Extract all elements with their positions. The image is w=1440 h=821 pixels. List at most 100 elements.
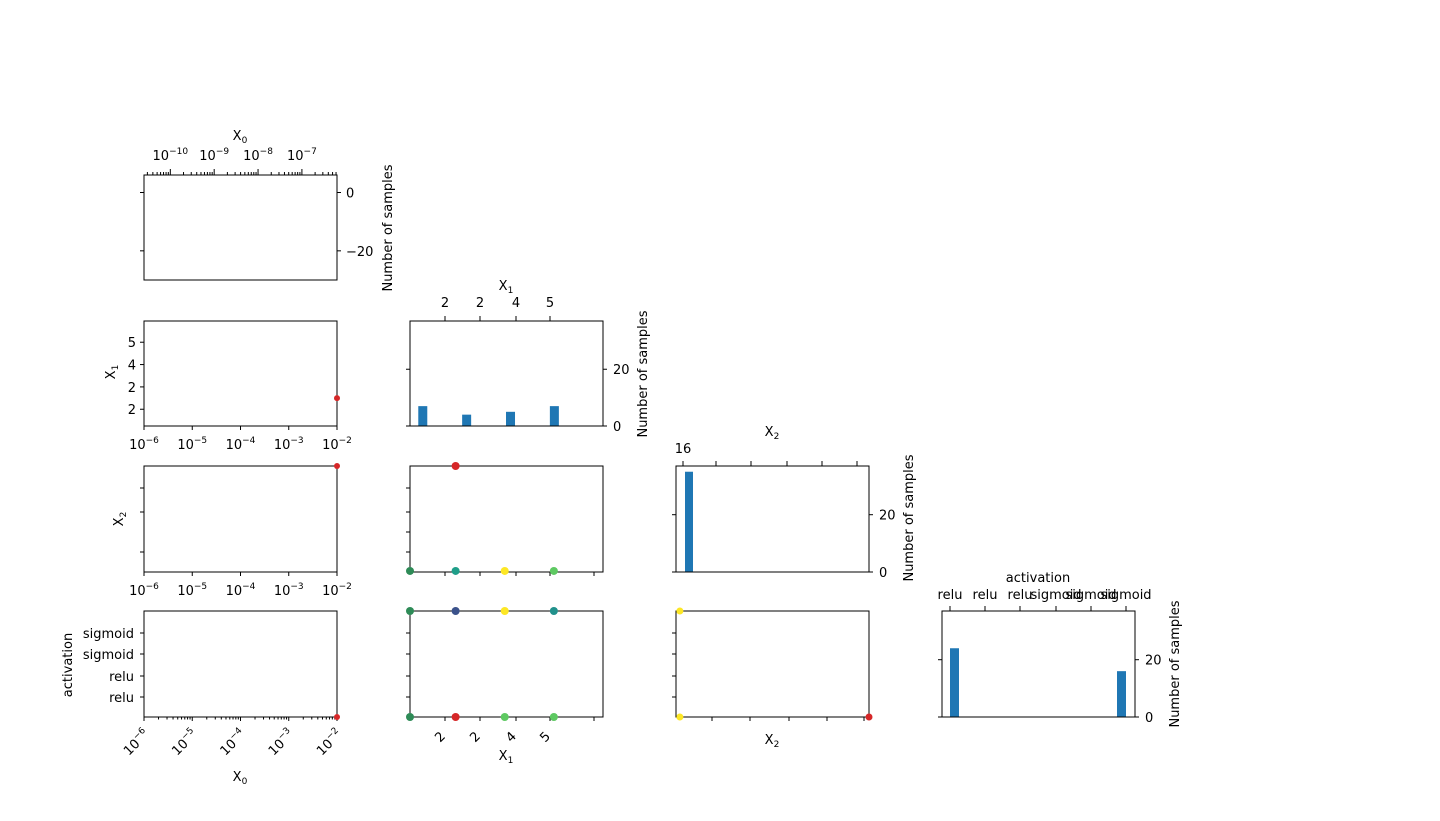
x-tick-label: relu — [1008, 588, 1033, 603]
data-point — [451, 607, 460, 615]
y-tick-label: relu — [109, 691, 134, 706]
x-tick-label: 2 — [432, 729, 448, 745]
data-point — [334, 714, 340, 720]
histogram-bar — [506, 411, 516, 426]
x-minor-ticks — [146, 172, 337, 175]
plot-frame — [675, 465, 870, 573]
data-point — [500, 566, 509, 575]
x-tick-label: 5 — [537, 729, 553, 745]
data-point — [451, 713, 460, 721]
x-tick-label: 10−3 — [274, 582, 304, 599]
y-tick-label: 5 — [128, 336, 136, 351]
y-axis-label: Number of samples — [636, 310, 651, 437]
x-tick-label: 10−6 — [120, 726, 153, 759]
data-point — [334, 463, 340, 469]
data-point — [549, 607, 558, 615]
x-tick-labels: 10−6 10−5 10−4 10−3 10−2 — [120, 717, 346, 759]
histogram-bar — [685, 471, 693, 572]
x-tick-label: 2 — [476, 296, 484, 311]
x-tick-labels: 10−10 10−9 10−8 10−7 — [153, 147, 317, 175]
x-axis-label: X1 — [499, 279, 514, 296]
x-tick-label: 2 — [441, 296, 449, 311]
y-tick-labels: sigmoid sigmoid relu relu — [83, 627, 144, 706]
x-axis-label: activation — [1006, 571, 1070, 586]
data-points — [406, 607, 558, 721]
data-points — [676, 607, 873, 721]
y-tick-label: 0 — [346, 187, 354, 202]
x-axis-label: X2 — [765, 733, 780, 750]
x-tick-label: 2 — [467, 729, 483, 745]
histogram-bar — [549, 406, 559, 426]
x-tick-label: 16 — [675, 442, 692, 457]
x-ticks — [682, 461, 858, 466]
x-tick-label: 10−5 — [177, 436, 207, 453]
x-tick-label: 4 — [503, 729, 519, 745]
panel-row3-col1: 2 2 4 5 X1 — [406, 607, 604, 766]
plot-frame — [143, 465, 338, 573]
y-tick-label: relu — [109, 670, 134, 685]
y-ticks — [140, 487, 144, 553]
y-axis-label: Number of samples — [902, 454, 917, 581]
panel-row2-col2: 0 20 16 X2 Number of samples — [672, 425, 917, 582]
panel-row2-col1 — [406, 462, 604, 576]
data-point — [406, 607, 414, 615]
x-tick-label: 10−10 — [153, 147, 189, 164]
panel-row2-col0: 10−6 10−5 10−4 10−3 10−2 X2 — [112, 463, 352, 599]
bars — [418, 406, 559, 426]
y-tick-label: −20 — [346, 245, 373, 260]
x-tick-label: 10−5 — [168, 726, 201, 759]
panel-row1-col0: 10−6 10−5 10−4 10−3 10−2 5 4 2 2 X1 — [104, 320, 352, 453]
y-tick-labels: 0 20 — [672, 509, 896, 581]
data-point — [549, 566, 558, 575]
x-tick-label: 10−7 — [287, 147, 317, 164]
plot-frame — [409, 465, 604, 573]
y-axis-label: activation — [61, 633, 76, 697]
y-tick-label: 20 — [879, 509, 896, 524]
y-tick-label: 4 — [128, 359, 136, 374]
x-tick-label: 10−3 — [264, 726, 297, 759]
panel-row0-col0: 10−10 10−9 10−8 10−7 0 −20 X0 Number of samp… — [140, 129, 396, 292]
y-tick-label: 2 — [128, 403, 136, 418]
data-point — [406, 566, 414, 575]
x-minor-ticks — [158, 717, 336, 720]
data-points — [334, 714, 340, 720]
data-point — [451, 462, 460, 470]
x-tick-label: 10−2 — [313, 726, 346, 759]
plot-frame — [675, 610, 870, 718]
histogram-bar — [950, 648, 959, 717]
histogram-bar — [462, 414, 472, 426]
x-ticks — [444, 572, 595, 576]
y-tick-label: 20 — [1145, 654, 1162, 669]
x-tick-label: 10−9 — [199, 147, 229, 164]
x-tick-labels: 10−6 10−5 10−4 10−3 10−2 — [129, 572, 352, 599]
plot-frame — [409, 610, 604, 718]
y-tick-label: 0 — [879, 566, 887, 581]
x-axis-label: X1 — [499, 749, 514, 766]
x-tick-label: 10−4 — [226, 582, 256, 599]
data-point — [500, 607, 509, 615]
y-axis-label: X2 — [112, 512, 129, 527]
x-tick-label: relu — [938, 588, 963, 603]
x-ticks — [711, 717, 865, 721]
data-point — [865, 713, 873, 721]
y-tick-labels: 0 20 — [406, 363, 630, 435]
x-tick-label: 10−8 — [243, 147, 273, 164]
y-ticks — [406, 487, 410, 553]
y-axis-label: Number of samples — [1168, 600, 1183, 727]
bars — [950, 648, 1126, 717]
plot-frame — [409, 320, 604, 427]
data-point — [676, 607, 684, 615]
bars — [685, 471, 693, 572]
x-tick-labels: 10−6 10−5 10−4 10−3 10−2 — [129, 426, 352, 453]
data-point — [451, 566, 460, 575]
data-points — [334, 395, 340, 402]
x-tick-label: 10−4 — [216, 726, 249, 759]
x-tick-label: 10−2 — [322, 436, 352, 453]
x-tick-label: sigmoid — [1065, 588, 1116, 603]
y-axis-label: X1 — [104, 365, 121, 380]
y-tick-label: sigmoid — [83, 648, 134, 663]
data-points — [406, 462, 558, 575]
plot-frame — [143, 174, 338, 281]
